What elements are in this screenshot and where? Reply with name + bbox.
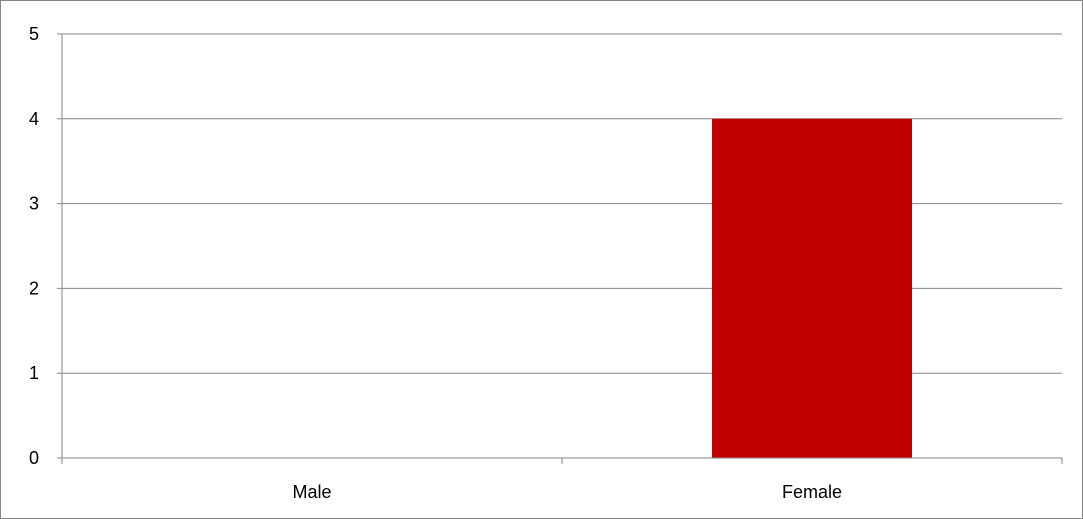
y-tick-label: 5	[29, 24, 39, 44]
y-axis-ticks: 0 1 2 3 4 5	[29, 24, 39, 468]
bars	[712, 118, 912, 459]
x-axis-ticks: Male Female	[292, 482, 842, 502]
y-tick-label: 3	[29, 194, 39, 214]
bar-female	[712, 118, 912, 459]
x-tick-label: Female	[782, 482, 842, 502]
y-tick-label: 0	[29, 448, 39, 468]
y-tick-label: 4	[29, 109, 39, 129]
y-tick-label: 1	[29, 363, 39, 383]
x-tick-label: Male	[292, 482, 331, 502]
axes	[57, 33, 1063, 464]
y-tick-label: 2	[29, 278, 39, 298]
